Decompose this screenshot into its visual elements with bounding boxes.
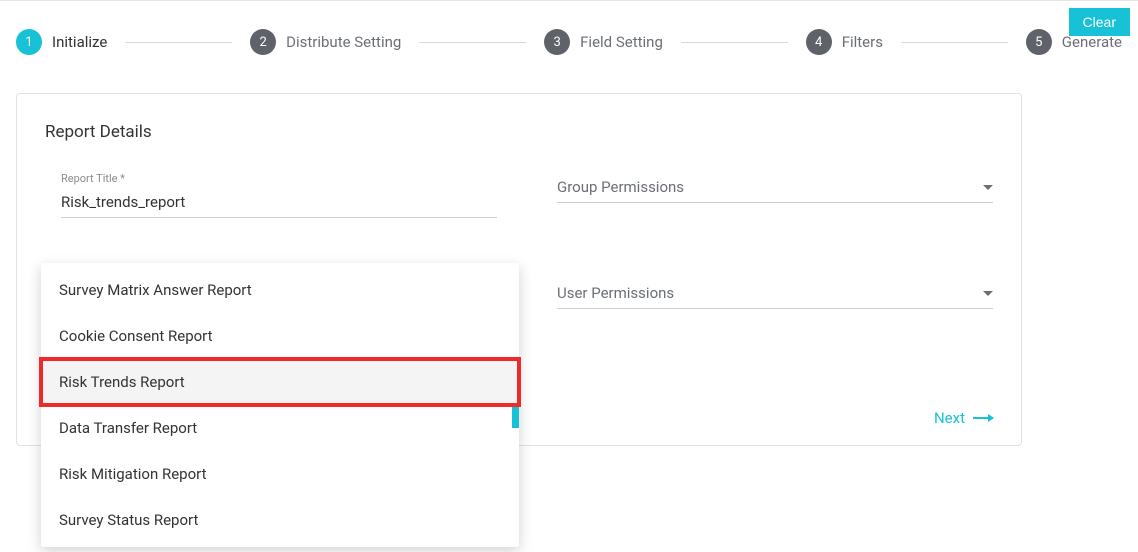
- step-connector: [681, 42, 788, 43]
- step-label: Distribute Setting: [286, 33, 401, 51]
- step-number: 2: [250, 29, 276, 55]
- chevron-down-icon: [983, 185, 993, 190]
- report-title-label: Report Title *: [61, 172, 497, 185]
- user-permissions-placeholder: User Permissions: [557, 284, 674, 302]
- next-label: Next: [934, 409, 965, 427]
- report-title-input[interactable]: [61, 187, 497, 218]
- step-distribute-setting[interactable]: 2 Distribute Setting: [250, 29, 401, 55]
- step-number: 1: [16, 29, 42, 55]
- user-permissions-field: User Permissions: [557, 278, 993, 311]
- step-label: Field Setting: [580, 33, 663, 51]
- card-title: Report Details: [45, 122, 993, 142]
- arrow-right-icon: [973, 417, 993, 419]
- step-connector: [419, 42, 526, 43]
- report-title-field: Report Title *: [61, 172, 497, 218]
- step-number: 3: [544, 29, 570, 55]
- clear-button[interactable]: Clear: [1069, 8, 1130, 36]
- chevron-down-icon: [983, 291, 993, 296]
- dropdown-item[interactable]: Data Transfer Report: [41, 405, 519, 451]
- user-permissions-select[interactable]: User Permissions: [557, 278, 993, 309]
- view-dropdown: Survey Matrix Answer Report Cookie Conse…: [41, 263, 519, 547]
- step-initialize[interactable]: 1 Initialize: [16, 29, 107, 55]
- step-number: 4: [806, 29, 832, 55]
- dropdown-item[interactable]: Risk Mitigation Report: [41, 451, 519, 497]
- dropdown-item[interactable]: Survey Status Report: [41, 497, 519, 543]
- group-permissions-placeholder: Group Permissions: [557, 178, 684, 196]
- group-permissions-field: Group Permissions: [557, 172, 993, 218]
- step-filters[interactable]: 4 Filters: [806, 29, 883, 55]
- step-number: 5: [1026, 29, 1052, 55]
- step-connector: [125, 42, 232, 43]
- dropdown-item[interactable]: Survey Matrix Answer Report: [41, 267, 519, 313]
- stepper: 1 Initialize 2 Distribute Setting 3 Fiel…: [0, 1, 1138, 65]
- step-connector: [901, 42, 1008, 43]
- next-button[interactable]: Next: [934, 409, 993, 427]
- step-label: Filters: [842, 33, 883, 51]
- dropdown-item[interactable]: Cookie Consent Report: [41, 313, 519, 359]
- step-field-setting[interactable]: 3 Field Setting: [544, 29, 663, 55]
- step-label: Initialize: [52, 33, 107, 51]
- dropdown-item-risk-trends[interactable]: Risk Trends Report: [41, 359, 519, 405]
- group-permissions-select[interactable]: Group Permissions: [557, 172, 993, 203]
